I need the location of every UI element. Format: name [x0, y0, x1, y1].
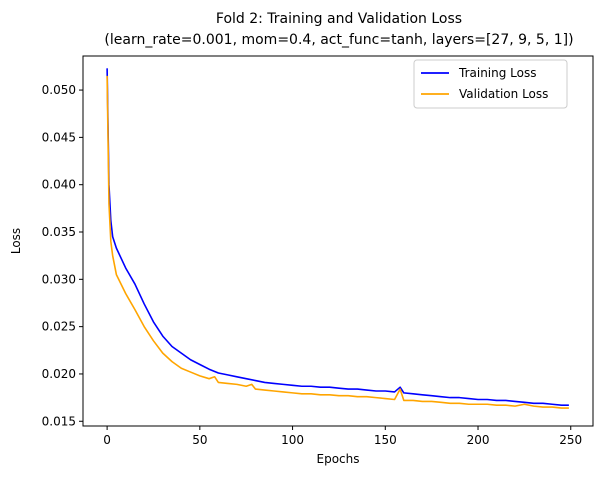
y-axis-label: Loss — [9, 228, 23, 254]
x-tick-label: 150 — [374, 433, 397, 447]
legend: Training Loss Validation Loss — [413, 59, 568, 109]
legend-label: Validation Loss — [459, 87, 548, 101]
x-tick-label: 50 — [192, 433, 207, 447]
x-axis-label: Epochs — [317, 452, 360, 466]
y-tick-label: 0.050 — [42, 83, 76, 97]
y-tick-label: 0.020 — [42, 367, 76, 381]
y-axis-ticks: 0.015 0.020 0.025 0.030 0.035 0.040 0.045 0.050 — [42, 83, 83, 428]
series-line-validation-loss — [106, 75, 569, 409]
x-axis-ticks: 0 50 100 150 200 250 — [103, 426, 582, 447]
y-tick-label: 0.045 — [42, 130, 76, 144]
legend-label: Training Loss — [458, 66, 536, 80]
x-tick-label: 250 — [559, 433, 582, 447]
y-tick-label: 0.015 — [42, 414, 76, 428]
series-line-training-loss — [106, 68, 569, 406]
x-tick-label: 200 — [467, 433, 490, 447]
chart-subtitle: (learn_rate=0.001, mom=0.4, act_func=tan… — [104, 32, 573, 48]
y-tick-label: 0.030 — [42, 272, 76, 286]
chart-title: Fold 2: Training and Validation Loss — [216, 11, 462, 27]
plot-frame — [82, 55, 594, 427]
legend-box — [413, 59, 568, 109]
x-tick-label: 0 — [103, 433, 111, 447]
y-tick-label: 0.025 — [42, 320, 76, 334]
plot-lines — [106, 68, 569, 409]
y-tick-label: 0.035 — [42, 225, 76, 239]
x-tick-label: 100 — [281, 433, 304, 447]
y-tick-label: 0.040 — [42, 178, 76, 192]
